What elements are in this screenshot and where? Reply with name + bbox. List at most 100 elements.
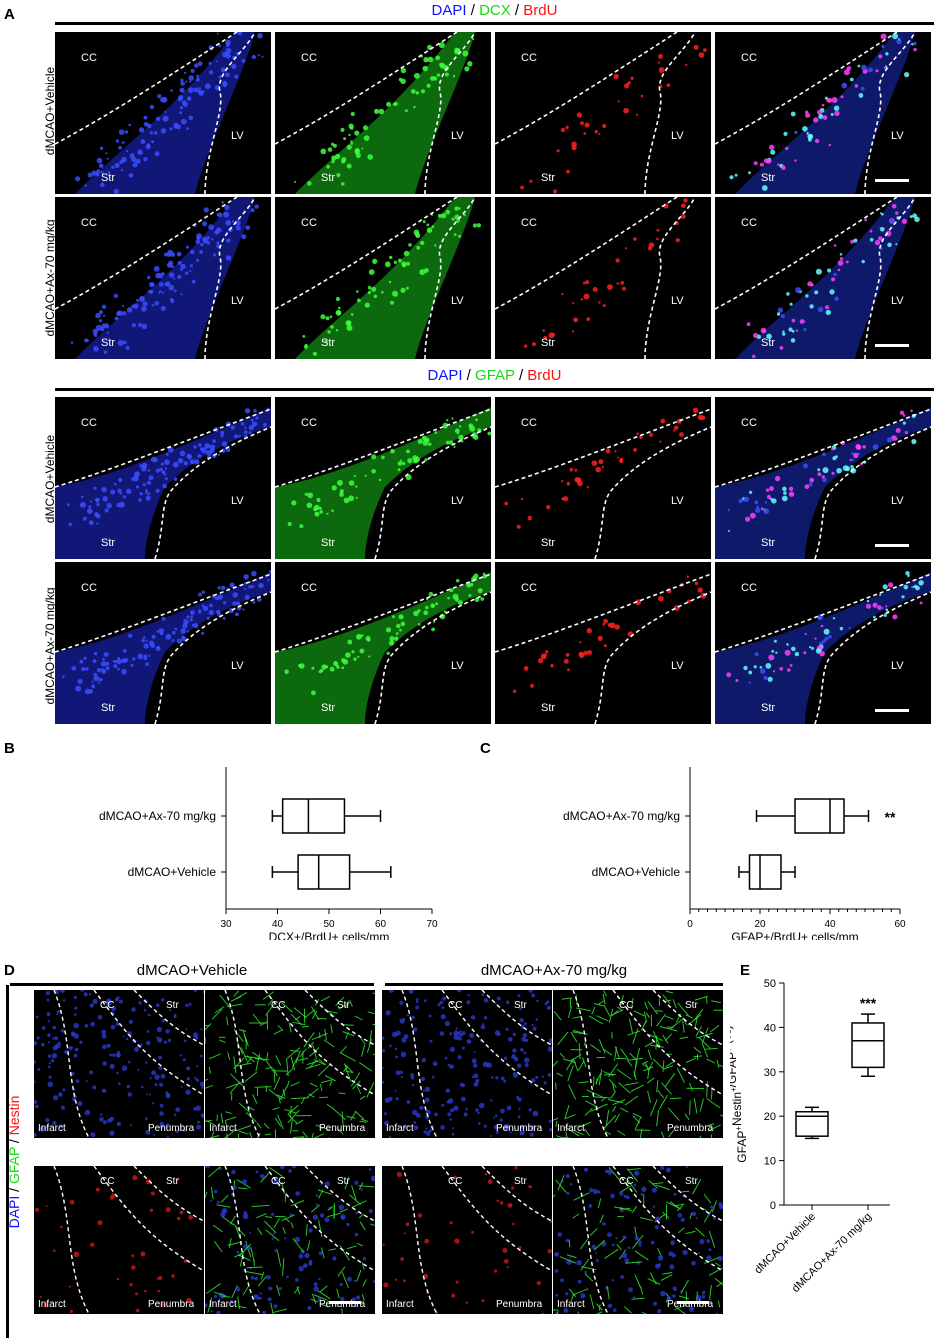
cell-dot <box>187 97 191 101</box>
glial-process <box>694 1227 705 1237</box>
cell-dot <box>129 153 135 159</box>
cell-dot <box>194 63 199 68</box>
cell-dot <box>794 159 797 162</box>
cell-dot <box>726 672 732 678</box>
cell-dot <box>633 237 637 241</box>
glial-process <box>573 1059 579 1072</box>
cell-dot <box>395 1070 401 1076</box>
region-label-str: Str <box>101 337 116 349</box>
micrograph-blue <box>34 990 204 1138</box>
glial-process <box>669 1017 685 1030</box>
cell-dot <box>156 630 159 633</box>
cell-dot <box>188 75 194 81</box>
glial-process <box>655 1184 670 1191</box>
glial-process <box>351 1185 357 1201</box>
region-label-lv: LV <box>231 295 244 307</box>
glial-process <box>305 1063 321 1070</box>
cell-dot <box>329 666 335 672</box>
cell-dot <box>206 236 210 240</box>
glial-process <box>705 1047 718 1050</box>
cell-dot <box>468 594 472 597</box>
cell-dot <box>92 1085 97 1090</box>
cell-dot <box>139 464 143 468</box>
cell-dot <box>35 1015 39 1019</box>
cell-dot <box>185 245 190 249</box>
cell-dot <box>88 520 94 526</box>
panel-d-side-label: DAPI / GFAP / Nestin <box>6 1072 22 1252</box>
glial-process <box>689 1212 693 1219</box>
cell-dot <box>585 280 590 285</box>
region-label-str: Str <box>685 1000 698 1011</box>
glial-process <box>596 1015 609 1022</box>
cell-dot <box>135 158 141 164</box>
panel-a-header-gfap: DAPI / GFAP / BrdU <box>55 367 934 384</box>
label-part: Nestin <box>730 1092 744 1126</box>
cell-dot <box>583 293 590 300</box>
cell-dot <box>499 1201 504 1205</box>
cell-dot <box>251 421 258 427</box>
cell-dot <box>183 1259 188 1263</box>
glial-process <box>210 1186 214 1200</box>
cell-dot <box>160 128 167 134</box>
glial-process <box>351 1200 367 1208</box>
glial-process <box>295 1050 301 1064</box>
glial-process <box>674 1303 687 1311</box>
cell-dot <box>225 53 231 59</box>
cell-dot <box>617 456 620 459</box>
glial-process <box>617 1130 626 1136</box>
cell-dot <box>164 110 167 114</box>
cell-dot <box>580 1293 586 1299</box>
cell-dot <box>366 637 371 642</box>
cell-dot <box>131 304 135 308</box>
cell-dot <box>839 253 843 256</box>
boundary-line <box>572 990 609 1138</box>
y-axis-label: GFAP+Nestin+/GFAP+ (%) <box>730 1025 749 1162</box>
cell-dot <box>250 1275 255 1280</box>
glial-process <box>633 1071 637 1081</box>
cell-dot <box>406 449 410 454</box>
cell-dot <box>143 157 148 162</box>
boundary-line <box>594 426 711 559</box>
cell-dot <box>73 1013 77 1016</box>
cell-dot <box>133 303 139 309</box>
cell-dot <box>348 495 354 502</box>
cell-dot <box>48 1062 51 1065</box>
region-label-cc: CC <box>448 1000 463 1011</box>
x-tick-label: 40 <box>824 919 836 930</box>
cell-dot <box>75 176 81 182</box>
cell-dot <box>226 238 231 243</box>
boundary-line <box>481 990 552 1046</box>
cell-dot <box>158 1275 163 1280</box>
cell-dot <box>802 126 808 132</box>
cell-dot <box>535 1076 539 1080</box>
cell-dot <box>324 1217 330 1223</box>
glial-process <box>639 1128 643 1138</box>
cell-dot <box>658 67 665 73</box>
glial-process <box>620 1048 629 1060</box>
cell-dot <box>453 1175 457 1180</box>
cell-dot <box>195 239 201 245</box>
cell-dot <box>278 1287 282 1291</box>
cell-dot <box>117 1082 121 1085</box>
cell-dot <box>405 1222 410 1227</box>
boundary-line <box>401 1166 438 1314</box>
cell-dot <box>186 630 189 633</box>
cell-dot <box>584 1167 588 1172</box>
cell-dot <box>548 332 555 339</box>
glial-process <box>603 1004 611 1017</box>
glial-process <box>553 1010 562 1021</box>
cell-dot <box>332 1256 337 1261</box>
cell-dot <box>787 668 791 672</box>
cell-dot <box>91 684 96 689</box>
glial-process <box>301 1025 309 1028</box>
cell-dot <box>221 432 224 436</box>
boundary-line <box>204 197 256 359</box>
cell-dot <box>633 1296 636 1299</box>
cell-dot <box>490 1076 494 1079</box>
cell-dot <box>116 1071 119 1075</box>
glial-process <box>332 1108 346 1121</box>
cell-dot <box>467 61 473 67</box>
cell-dot <box>605 448 611 454</box>
cell-dot <box>428 591 434 597</box>
region-label-cc: CC <box>81 217 97 229</box>
